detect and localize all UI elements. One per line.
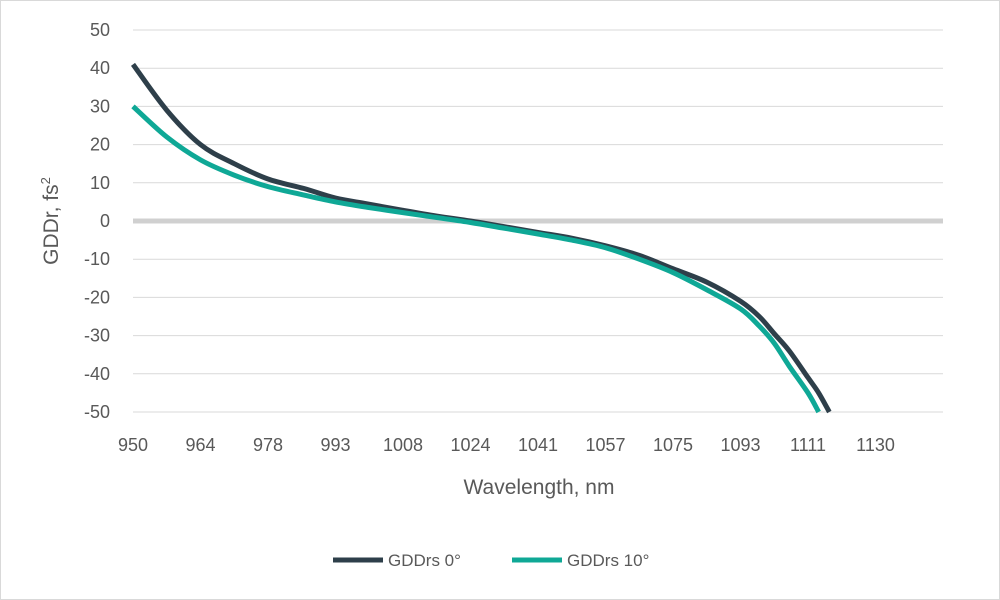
y-tick-label: -50: [84, 402, 110, 422]
y-axis-ticks: 50 40 30 20 10 0 -10 -20 -30 -40 -50: [84, 20, 110, 422]
x-tick-label: 1024: [450, 435, 490, 455]
x-tick-label: 1111: [790, 435, 826, 455]
x-tick-label: 1041: [518, 435, 558, 455]
series-lines: [130, 62, 832, 414]
x-tick-label: 1130: [856, 435, 895, 455]
legend-label-0: GDDrs 0°: [388, 551, 461, 570]
y-axis-title-text: GDDr, fs: [40, 184, 63, 265]
y-axis-title: GDDr, fs2: [38, 177, 63, 265]
x-tick-label: 1057: [585, 435, 625, 455]
y-tick-label: -20: [84, 287, 110, 307]
y-tick-label: 40: [90, 58, 110, 78]
x-axis-title: Wavelength, nm: [464, 476, 615, 499]
x-tick-label: 1093: [720, 435, 760, 455]
x-tick-label: 950: [118, 435, 148, 455]
y-tick-label: 10: [90, 173, 110, 193]
series-line-1: [131, 104, 821, 414]
x-tick-label: 964: [185, 435, 215, 455]
legend-label-1: GDDrs 10°: [567, 551, 649, 570]
x-tick-label: 1075: [653, 435, 693, 455]
y-tick-label: -40: [84, 364, 110, 384]
x-tick-label: 978: [253, 435, 283, 455]
x-tick-label: 993: [320, 435, 350, 455]
y-tick-label: -10: [84, 249, 110, 269]
x-axis-ticks: 950 964 978 993 1008 1024 1041 1057 1075 1093 1111…: [118, 435, 895, 455]
y-tick-label: 30: [90, 96, 110, 116]
gridlines: [133, 29, 943, 413]
y-tick-label: 20: [90, 135, 110, 155]
legend: GDDrs 0° GDDrs 10°: [333, 551, 649, 570]
series-line-0: [130, 62, 832, 414]
y-tick-label: 0: [100, 211, 110, 231]
x-tick-label: 1008: [383, 435, 423, 455]
y-tick-label: -30: [84, 326, 110, 346]
y-tick-label: 50: [90, 20, 110, 40]
y-axis-title-superscript: 2: [38, 177, 53, 184]
